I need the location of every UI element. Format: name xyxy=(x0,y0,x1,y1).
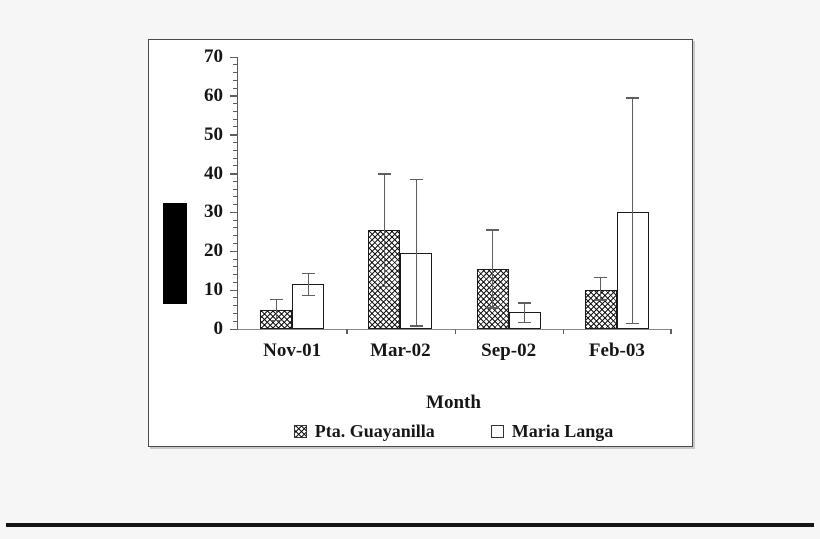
y-major-tick xyxy=(230,134,237,136)
y-tick-label: 50 xyxy=(204,123,223,145)
y-minor-tick xyxy=(233,126,237,128)
y-minor-tick xyxy=(233,72,237,74)
x-category-label: Mar-02 xyxy=(370,340,431,361)
y-tick-label: 70 xyxy=(204,46,223,67)
legend-label-pta-guayanilla: Pta. Guayanilla xyxy=(314,421,435,441)
y-minor-tick xyxy=(233,188,237,190)
y-major-tick xyxy=(230,173,237,175)
y-minor-tick xyxy=(233,87,237,89)
error-bar-line xyxy=(415,179,417,326)
x-boundary-tick xyxy=(454,329,456,334)
y-minor-tick xyxy=(233,79,237,81)
y-minor-tick xyxy=(233,305,237,307)
error-bar-cap-top xyxy=(269,298,283,301)
error-bar-cap-top xyxy=(486,229,500,231)
y-major-tick xyxy=(230,95,237,97)
error-bar-line xyxy=(600,277,602,300)
y-minor-tick xyxy=(233,196,237,198)
x-category-label: Feb-03 xyxy=(588,340,645,361)
y-tick-label: 20 xyxy=(204,240,223,262)
y-minor-tick xyxy=(233,243,237,244)
x-category-label: Sep-02 xyxy=(481,340,537,361)
y-minor-tick xyxy=(233,64,237,66)
y-minor-tick xyxy=(233,219,237,221)
error-bar-cap-bottom xyxy=(301,294,315,297)
error-bar-cap-bottom xyxy=(518,321,532,323)
y-major-tick xyxy=(230,328,237,330)
redacted-y-axis-label xyxy=(163,203,187,304)
error-bar-cap-bottom xyxy=(269,319,283,322)
legend-item-maria-langa: Maria Langa xyxy=(490,421,614,442)
x-axis-title: Month xyxy=(426,392,481,413)
error-bar-line xyxy=(275,299,277,321)
y-minor-tick xyxy=(233,258,237,260)
x-boundary-tick xyxy=(562,329,565,334)
y-minor-tick xyxy=(233,118,237,120)
y-major-tick xyxy=(230,250,237,253)
y-minor-tick xyxy=(233,141,237,143)
y-major-tick xyxy=(230,56,237,58)
y-tick-label: 40 xyxy=(204,162,223,184)
y-tick-label: 60 xyxy=(204,84,223,106)
crosshatch-swatch-icon xyxy=(293,425,307,438)
y-minor-tick xyxy=(233,204,237,206)
legend: Pta. Guayanilla Maria Langa xyxy=(237,421,670,442)
y-minor-tick xyxy=(233,180,237,182)
y-minor-tick xyxy=(233,281,237,283)
y-minor-tick xyxy=(233,103,237,105)
error-bar-cap-bottom xyxy=(594,299,608,301)
error-bar-cap-top xyxy=(409,178,423,181)
error-bar-cap-bottom xyxy=(486,307,500,309)
error-bar-cap-top xyxy=(301,272,315,275)
error-bar-cap-top xyxy=(518,302,532,304)
x-boundary-tick xyxy=(670,329,672,334)
y-major-tick xyxy=(230,211,237,214)
y-minor-tick xyxy=(233,266,237,268)
error-bar-cap-top xyxy=(594,276,608,279)
y-minor-tick xyxy=(233,297,237,299)
y-tick-label: 30 xyxy=(204,201,223,223)
error-bar-line xyxy=(524,302,526,322)
error-bar-line xyxy=(307,273,309,296)
legend-label-maria-langa: Maria Langa xyxy=(511,421,614,441)
error-bar-cap-top xyxy=(377,173,391,175)
error-bar-cap-bottom xyxy=(409,325,423,327)
error-bar-cap-bottom xyxy=(626,322,640,325)
y-minor-tick xyxy=(233,235,237,237)
error-bar-cap-bottom xyxy=(377,285,391,288)
error-bar-line xyxy=(632,97,634,324)
y-minor-tick xyxy=(233,227,237,229)
error-bar-line xyxy=(492,229,494,308)
error-bar-line xyxy=(383,173,385,287)
open-square-swatch-icon xyxy=(490,425,504,438)
y-minor-tick xyxy=(233,157,237,159)
y-minor-tick xyxy=(233,320,237,322)
y-tick-label: 0 xyxy=(213,318,224,339)
chart-frame: 0 10 20 30 40 50 60 70 Nov-01 Mar-02 Sep-02 Feb-03 … xyxy=(148,39,693,447)
plot-area: 0 10 20 30 40 50 60 70 Nov-01 Mar-02 Sep-02 Feb-03 xyxy=(204,46,672,361)
x-category-label: Nov-01 xyxy=(263,340,322,361)
y-tick-label: 10 xyxy=(204,279,223,301)
y-minor-tick xyxy=(233,110,237,112)
y-minor-tick xyxy=(233,149,237,151)
y-minor-tick xyxy=(233,274,237,276)
y-minor-tick xyxy=(233,312,237,314)
bottom-horizontal-rule xyxy=(6,523,814,527)
legend-item-pta-guayanilla: Pta. Guayanilla xyxy=(293,421,435,442)
y-major-tick xyxy=(230,289,237,292)
error-bar-cap-top xyxy=(626,97,640,99)
x-boundary-tick xyxy=(346,329,348,334)
y-minor-tick xyxy=(233,165,237,167)
